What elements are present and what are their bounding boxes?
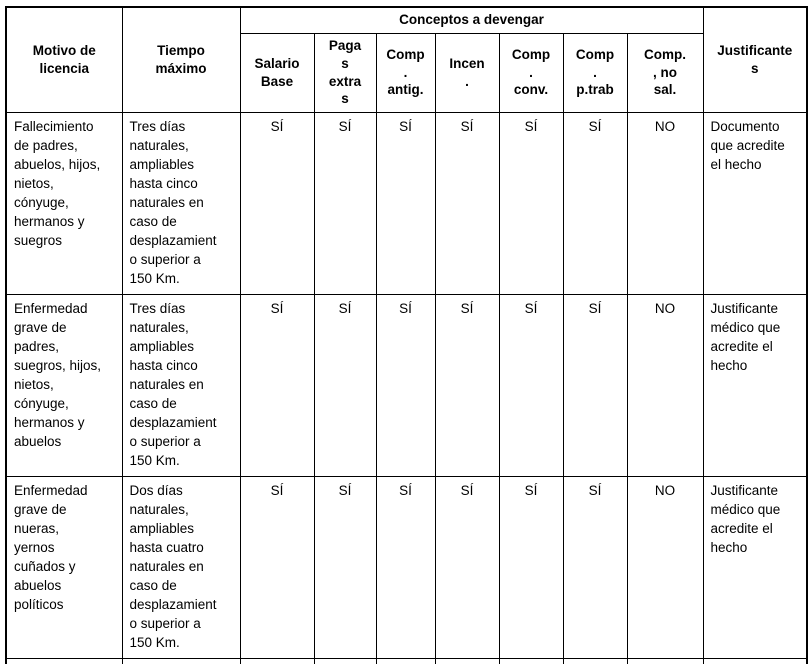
cell-incen: SÍ	[434, 293, 500, 477]
cell-incen: SÍ	[434, 111, 500, 295]
cell-comp-conv: SÍ	[498, 475, 564, 659]
cell-tiempo	[121, 657, 241, 664]
licencias-table: Motivo de licencia Tiempo máximo Concept…	[5, 6, 809, 664]
col-header-motivo: Motivo de licencia	[5, 6, 123, 113]
cell-comp-antig	[375, 657, 436, 664]
cell-comp-no-sal: NO	[626, 293, 704, 477]
cell-incen: SÍ	[434, 475, 500, 659]
cell-pagas-extras: SÍ	[313, 475, 377, 659]
cell-justificante: Documento que acredite el hecho	[702, 111, 808, 295]
col-header-incen: Incen .	[434, 32, 500, 113]
cell-comp-conv	[498, 657, 564, 664]
cell-justificante: Justificante médico que acredite el hech…	[702, 475, 808, 659]
col-header-comp-ptrab: Comp . p.trab	[562, 32, 628, 113]
cell-comp-conv: SÍ	[498, 111, 564, 295]
cell-comp-antig: SÍ	[375, 475, 436, 659]
col-header-tiempo: Tiempo máximo	[121, 6, 241, 113]
table-row: Enfermedad grave de nueras, yernos cuñad…	[5, 475, 808, 659]
cell-comp-no-sal	[626, 657, 704, 664]
cell-incen	[434, 657, 500, 664]
cell-motivo: Enfermedad grave de nueras, yernos cuñad…	[5, 475, 123, 659]
cell-comp-ptrab: SÍ	[562, 475, 628, 659]
cell-salario-base	[239, 657, 315, 664]
cell-comp-ptrab: SÍ	[562, 111, 628, 295]
cell-comp-ptrab: SÍ	[562, 293, 628, 477]
cell-pagas-extras	[313, 657, 377, 664]
cell-pagas-extras: SÍ	[313, 293, 377, 477]
cell-tiempo: Tres días naturales, ampliables hasta ci…	[121, 293, 241, 477]
cell-pagas-extras: SÍ	[313, 111, 377, 295]
cell-comp-no-sal: NO	[626, 475, 704, 659]
col-header-pagas-extras: Paga s extra s	[313, 32, 377, 113]
cell-motivo: Fallecimiento de padres, abuelos, hijos,…	[5, 111, 123, 295]
table-row: Enfermedad grave de padres, suegros, hij…	[5, 293, 808, 477]
col-header-salario-base: Salario Base	[239, 32, 315, 113]
cell-salario-base: SÍ	[239, 293, 315, 477]
cell-salario-base: SÍ	[239, 111, 315, 295]
cell-motivo	[5, 657, 123, 664]
col-group-header-conceptos: Conceptos a devengar	[239, 6, 704, 34]
cell-justificante: Justificante médico que acredite el hech…	[702, 293, 808, 477]
col-header-comp-conv: Comp . conv.	[498, 32, 564, 113]
col-header-comp-no-sal: Comp. , no sal.	[626, 32, 704, 113]
cell-justificante	[702, 657, 808, 664]
cell-comp-conv: SÍ	[498, 293, 564, 477]
cell-motivo: Enfermedad grave de padres, suegros, hij…	[5, 293, 123, 477]
cell-tiempo: Dos días naturales, ampliables hasta cua…	[121, 475, 241, 659]
cell-tiempo: Tres días naturales, ampliables hasta ci…	[121, 111, 241, 295]
col-header-comp-antig: Comp . antig.	[375, 32, 436, 113]
col-header-justificantes: Justificante s	[702, 6, 808, 113]
cell-comp-ptrab	[562, 657, 628, 664]
table-row: Fallecimiento de padres, abuelos, hijos,…	[5, 111, 808, 295]
table-row-partial	[5, 657, 808, 664]
cell-comp-no-sal: NO	[626, 111, 704, 295]
header-row-group: Motivo de licencia Tiempo máximo Concept…	[5, 6, 808, 113]
header-row-sub: Salario Base Paga s extra s Comp . antig…	[6, 32, 807, 113]
cell-comp-antig: SÍ	[375, 111, 436, 295]
cell-comp-antig: SÍ	[375, 293, 436, 477]
cell-salario-base: SÍ	[239, 475, 315, 659]
